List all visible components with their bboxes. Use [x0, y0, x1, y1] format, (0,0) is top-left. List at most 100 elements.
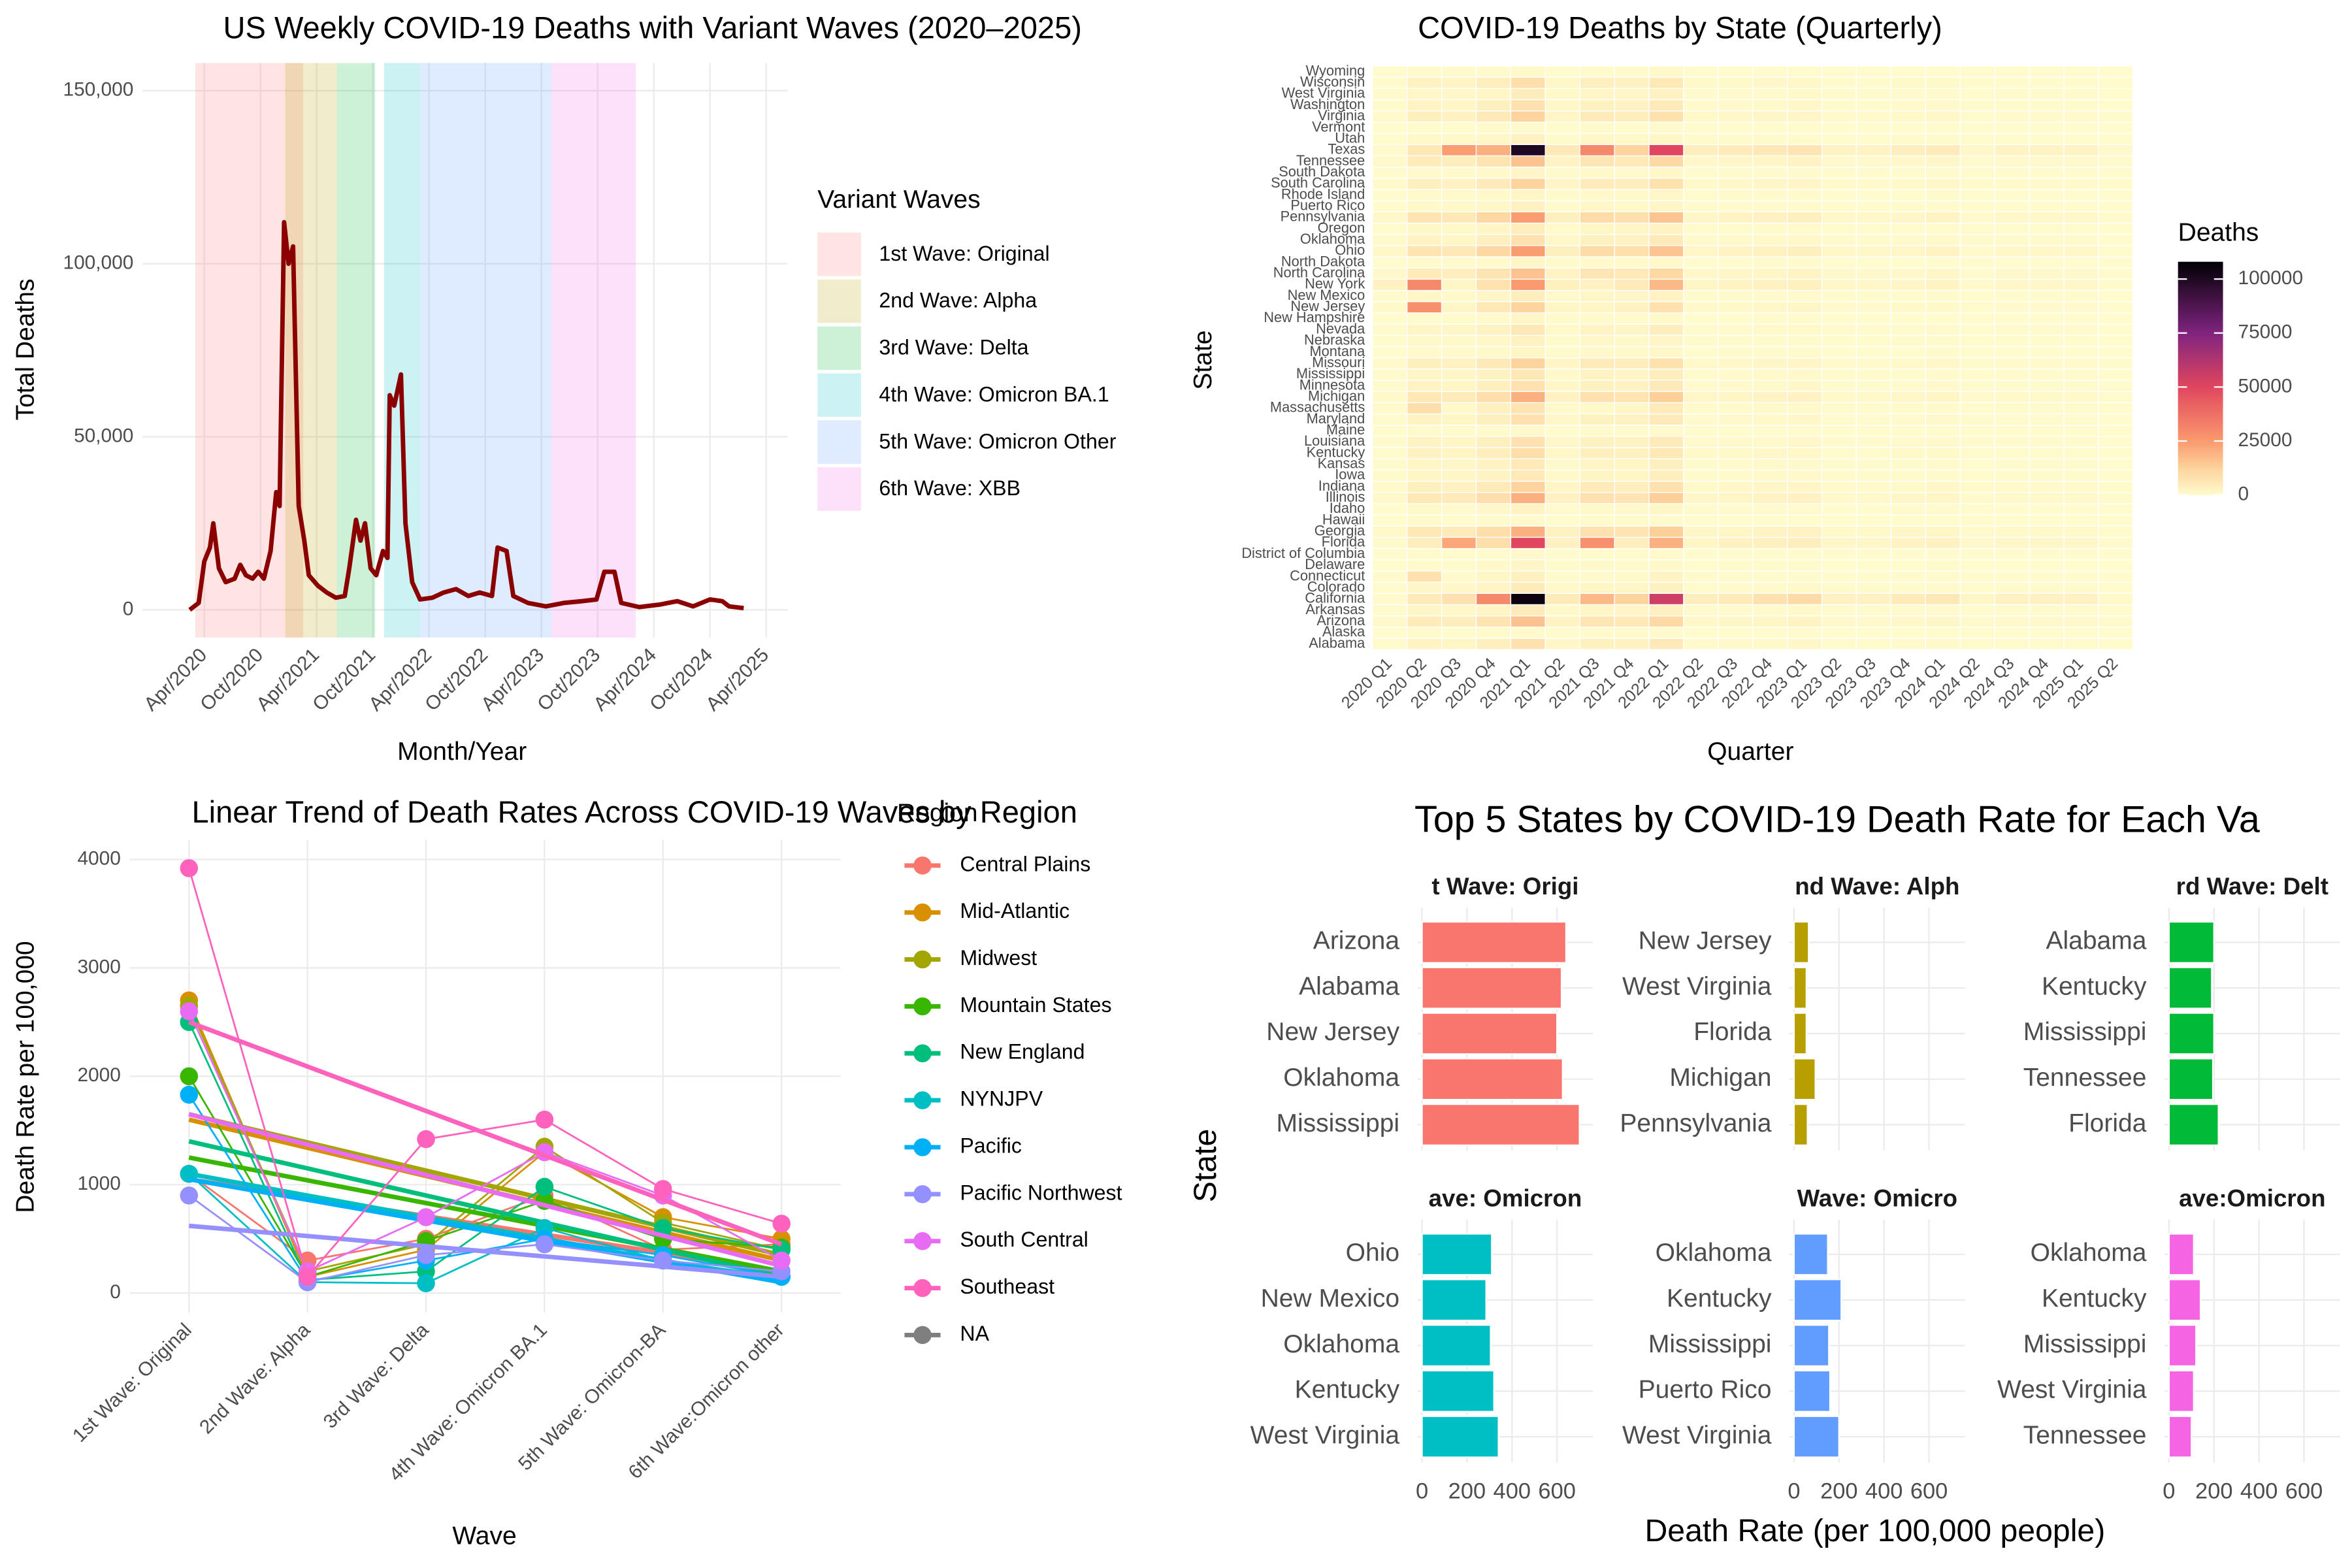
heat-cell	[1925, 211, 1961, 224]
heat-cell	[1821, 233, 1857, 246]
heat-cell	[1544, 447, 1580, 459]
heat-cell	[1683, 346, 1719, 359]
x-tick-label: 600	[2285, 1479, 2323, 1504]
heat-cell	[1994, 278, 2030, 291]
heat-cell	[1579, 323, 1615, 336]
heat-cell	[1579, 380, 1615, 392]
heat-cell	[1855, 514, 1892, 527]
bar	[1793, 1415, 1840, 1458]
heat-cell	[2063, 615, 2099, 628]
heat-cell	[2063, 110, 2099, 123]
x-axis-title: Death Rate (per 100,000 people)	[1645, 1513, 2106, 1548]
bar	[1421, 1369, 1495, 1413]
heat-cell	[1925, 335, 1961, 348]
heat-cell	[1959, 525, 1995, 538]
heat-cell	[1821, 581, 1857, 594]
heat-cell	[1579, 469, 1615, 482]
heat-cell	[1752, 189, 1788, 201]
bar	[2168, 966, 2213, 1009]
heat-cell	[1959, 65, 1995, 78]
heat-cell	[1787, 200, 1823, 212]
heat-cell	[1544, 458, 1580, 471]
legend-swatch	[817, 373, 861, 417]
heat-cell	[1718, 289, 1754, 302]
heat-cell	[1787, 503, 1823, 515]
heat-cell	[1683, 189, 1719, 201]
heat-cell	[1510, 346, 1546, 359]
heat-cell	[1372, 380, 1408, 392]
heat-cell	[1925, 402, 1961, 415]
heat-cell	[1959, 391, 1995, 403]
heat-cell	[1821, 469, 1857, 482]
heat-cell	[1752, 380, 1788, 392]
heat-cell	[1925, 627, 1961, 639]
heat-cell	[1544, 424, 1580, 437]
heat-cell	[1821, 200, 1857, 212]
heat-cell	[1372, 65, 1408, 78]
y-tick-label: Mississippi	[1648, 1330, 1772, 1358]
heat-cell	[1648, 312, 1684, 325]
heat-cell	[1648, 144, 1684, 157]
heat-cell	[1614, 256, 1650, 269]
heat-cell	[2029, 570, 2065, 583]
heat-cell	[1510, 424, 1546, 437]
heat-cell	[1959, 233, 1995, 246]
legend-label: Mountain States	[960, 993, 1111, 1017]
heat-cell	[1406, 267, 1443, 280]
x-tick-label: 600	[1538, 1479, 1575, 1504]
y-tick-label: Illinois	[1326, 489, 1365, 505]
heat-cell	[1372, 155, 1408, 168]
heat-cell	[1925, 166, 1961, 179]
heat-cell	[1441, 335, 1477, 348]
heat-cell	[1994, 638, 2030, 650]
heat-cell	[1648, 189, 1684, 201]
heat-cell	[1855, 492, 1892, 504]
heat-cell	[1994, 245, 2030, 257]
bar	[1793, 1012, 1808, 1055]
heat-cell	[2029, 547, 2065, 561]
heat-cell	[1994, 413, 2030, 426]
heat-cell	[1372, 638, 1408, 650]
heat-cell	[1683, 503, 1719, 515]
heat-cell	[1821, 402, 1857, 415]
point	[654, 1251, 672, 1270]
heat-cell	[1614, 312, 1650, 325]
heat-cell	[1890, 391, 1927, 403]
heat-cell	[1890, 335, 1927, 348]
heat-cell	[1683, 469, 1719, 482]
heat-cell	[1855, 593, 1892, 606]
heat-cell	[1372, 233, 1408, 246]
heat-cell	[1855, 480, 1892, 493]
y-tick-label: 2000	[77, 1064, 120, 1086]
heat-cell	[1372, 110, 1408, 123]
heat-cell	[1994, 357, 2030, 370]
point	[180, 1186, 199, 1205]
heat-cell	[1959, 402, 1995, 415]
heat-cell	[1752, 424, 1788, 437]
heat-cell	[2029, 289, 2065, 302]
legend-point	[913, 1091, 932, 1109]
heat-cell	[1787, 166, 1823, 179]
heat-cell	[1890, 480, 1927, 493]
heat-cell	[1614, 581, 1650, 594]
heat-cell	[1475, 245, 1512, 257]
heat-cell	[1544, 233, 1580, 246]
legend-label: 1st Wave: Original	[879, 242, 1049, 265]
x-tick-label: 0	[2163, 1479, 2175, 1504]
heat-cell	[1648, 480, 1684, 493]
heat-cell	[1648, 222, 1684, 235]
y-tick-label: Montana	[1309, 343, 1365, 359]
heat-cell	[1614, 391, 1650, 403]
heat-cell	[2098, 76, 2134, 90]
heat-cell	[2029, 559, 2065, 572]
heat-cell	[1475, 289, 1512, 302]
heat-cell	[1406, 525, 1443, 538]
heat-cell	[1959, 559, 1995, 572]
heat-cell	[1787, 211, 1823, 224]
heat-cell	[1752, 391, 1788, 403]
heat-cell	[1441, 436, 1477, 448]
heat-cell	[1718, 99, 1754, 112]
heat-cell	[1752, 480, 1788, 493]
heat-cell	[1683, 65, 1719, 78]
heat-cell	[1510, 492, 1546, 504]
